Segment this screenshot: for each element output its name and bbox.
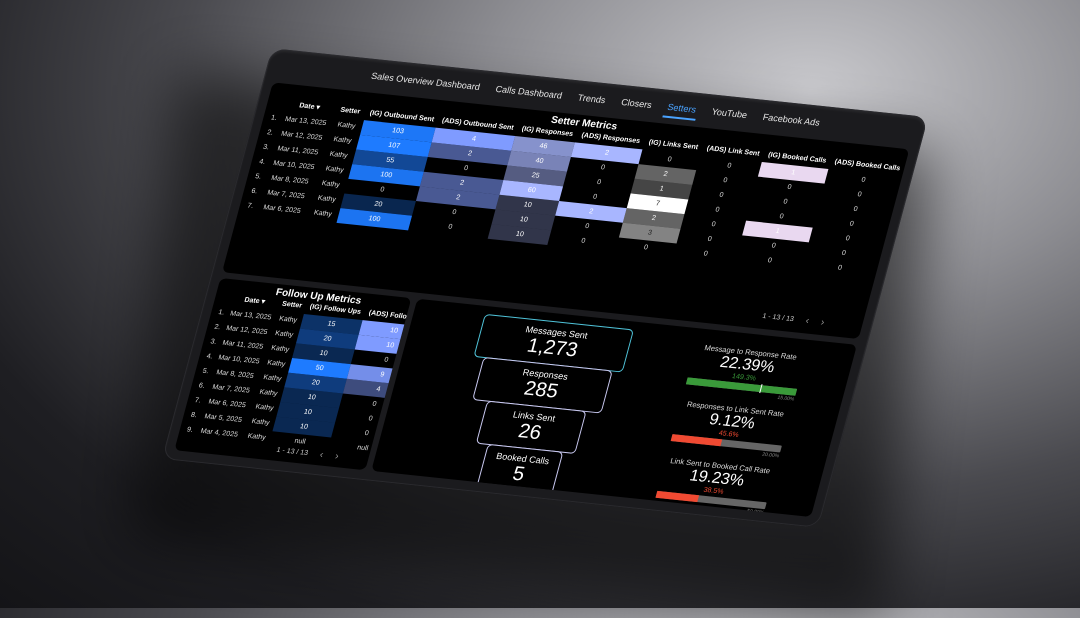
follow-up-metrics-panel: Follow Up Metrics Date ▾ Setter (IG) Follo… — [174, 278, 412, 471]
tablet-frame: Sales Overview Dashboard Calls Dashboard T… — [161, 48, 929, 528]
pager-label: 1 - 13 / 13 — [275, 446, 309, 458]
cell-setter: Kathy — [246, 432, 267, 442]
next-page-icon[interactable]: › — [333, 451, 340, 463]
tab-calls-dashboard[interactable]: Calls Dashboard — [494, 83, 564, 101]
next-page-icon[interactable]: › — [819, 317, 826, 329]
pager-label: 1 - 13 / 13 — [761, 312, 795, 324]
kpi-gauge: Link Sent to Booked Call Rate 19.23% 38.… — [634, 454, 796, 517]
tab-setters[interactable]: Setters — [663, 96, 701, 121]
cell-setter: Kathy — [312, 209, 333, 219]
setter-pager: 1 - 13 / 13 ‹ › — [761, 311, 826, 329]
tab-facebook-ads[interactable]: Facebook Ads — [761, 111, 822, 128]
tab-trends[interactable]: Trends — [576, 92, 607, 106]
funnel-kpi-panel: Messages Sent 1,273 Responses 285 Links Se… — [371, 298, 857, 518]
tab-youtube[interactable]: YouTube — [710, 106, 749, 121]
follow-up-table: Date ▾ Setter (IG) Follow Ups (ADS) Follow … — [182, 289, 412, 459]
tab-closers[interactable]: Closers — [620, 97, 654, 111]
prev-page-icon[interactable]: ‹ — [318, 449, 325, 461]
prev-page-icon[interactable]: ‹ — [804, 315, 811, 327]
tab-sales-overview-dashboard[interactable]: Sales Overview Dashboard — [370, 70, 482, 92]
kpi-gauge: Message to Response Rate 22.39% 149.3% 1… — [664, 340, 826, 405]
kpi-gauge: Responses to Link Sent Rate 9.12% 45.6% … — [649, 397, 811, 462]
funnel-stage-booked-calls[interactable]: Booked Calls 5 — [476, 443, 564, 495]
